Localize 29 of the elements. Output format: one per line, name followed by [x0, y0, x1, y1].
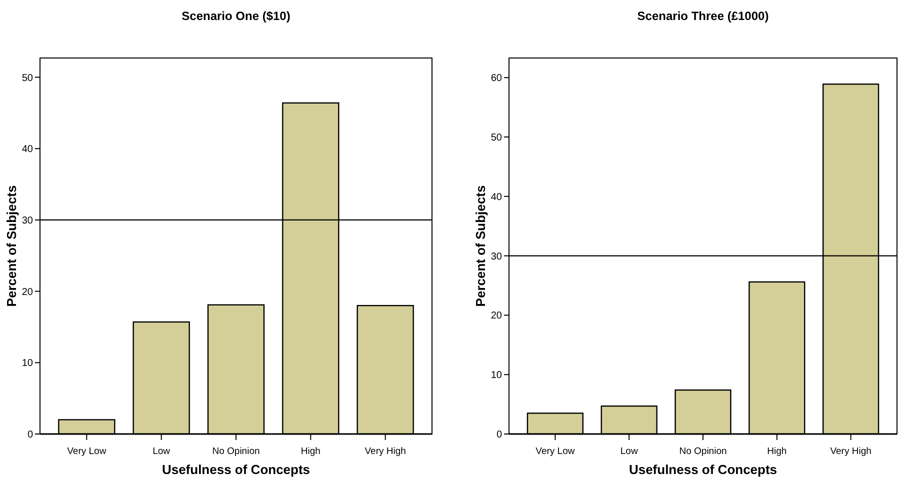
chart-title: Scenario Three (£1000) — [637, 9, 769, 23]
x-tick-label: Low — [620, 446, 638, 457]
x-tick-label: Low — [152, 446, 170, 457]
y-tick-label: 20 — [490, 310, 502, 322]
y-tick-label: 0 — [27, 430, 34, 440]
x-tick-label: Very High — [364, 446, 406, 457]
y-tick-label: 50 — [490, 132, 502, 144]
y-tick-label: 10 — [490, 370, 502, 382]
x-tick-label: High — [300, 446, 320, 457]
x-axis-title: Usefulness of Concepts — [628, 462, 778, 477]
x-tick-label: Very Low — [536, 446, 575, 457]
y-tick-label: 30 — [490, 251, 502, 262]
y-tick-label: 40 — [22, 144, 34, 156]
y-tick-label: 40 — [490, 192, 502, 203]
y-tick-label: 50 — [22, 72, 34, 84]
x-tick-label: Very Low — [67, 446, 106, 457]
y-tick-label: 20 — [22, 286, 34, 298]
chart-title: Scenario One ($10) — [182, 9, 290, 23]
y-tick-label: 60 — [490, 73, 502, 84]
y-tick-label: 30 — [22, 215, 34, 226]
x-axis-title: Usefulness of Concepts — [162, 462, 310, 477]
x-tick-label: No Opinion — [212, 446, 260, 457]
x-tick-label: No Opinion — [679, 446, 727, 457]
x-tick-label: Very High — [830, 446, 872, 457]
y-tick-label: 10 — [22, 358, 34, 370]
y-axis-title: Percent of Subjects — [473, 185, 488, 307]
y-tick-label: 0 — [496, 430, 502, 440]
x-tick-label: High — [767, 446, 787, 457]
y-axis-title: Percent of Subjects — [4, 185, 19, 307]
